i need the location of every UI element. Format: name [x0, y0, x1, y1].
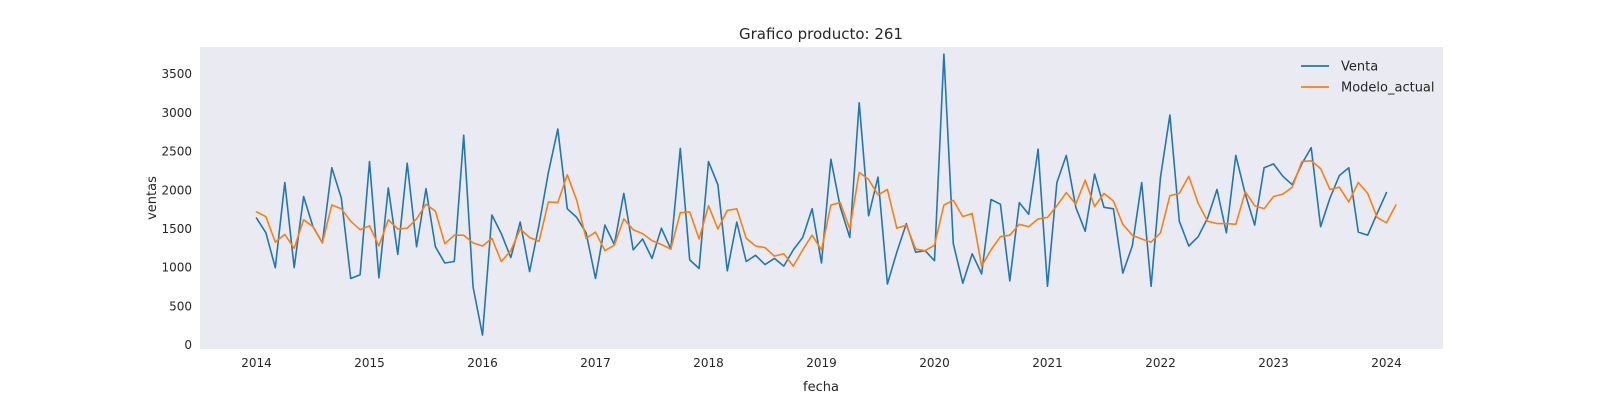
x-tick-label: 2017	[580, 356, 611, 370]
chart-title: Grafico producto: 261	[739, 25, 903, 43]
x-axis: 2014 2015 2016 2017 2018 2019 2020 2021 2022 2023…	[241, 356, 1402, 370]
y-tick-label: 0	[184, 338, 192, 352]
x-axis-label: fecha	[803, 380, 839, 395]
y-axis-label: ventas	[145, 176, 160, 220]
y-tick-label: 1500	[161, 222, 192, 236]
x-tick-label: 2021	[1032, 356, 1063, 370]
x-tick-label: 2022	[1145, 356, 1176, 370]
y-axis: 0 500 1000 1500 2000 2500 3000 3500	[161, 67, 192, 352]
plot-area	[200, 47, 1443, 349]
x-tick-label: 2019	[806, 356, 837, 370]
x-tick-label: 2016	[467, 356, 498, 370]
legend: Venta Modelo_actual	[1301, 60, 1435, 96]
x-tick-label: 2020	[919, 356, 950, 370]
y-tick-label: 2000	[161, 183, 192, 197]
x-tick-label: 2023	[1258, 356, 1289, 370]
y-tick-label: 3500	[161, 67, 192, 81]
series-layer	[255, 53, 1397, 336]
y-tick-label: 1000	[161, 261, 192, 275]
x-tick-label: 2015	[354, 356, 385, 370]
y-tick-label: 2500	[161, 145, 192, 159]
legend-label: Modelo_actual	[1341, 81, 1435, 96]
series-line-venta	[255, 53, 1388, 336]
x-tick-label: 2014	[241, 356, 272, 370]
x-tick-label: 2024	[1371, 356, 1402, 370]
y-tick-label: 3000	[161, 106, 192, 120]
x-tick-label: 2018	[693, 356, 724, 370]
y-tick-label: 500	[169, 299, 192, 313]
legend-label: Venta	[1341, 60, 1378, 75]
series-line-modelo-actual	[255, 160, 1397, 267]
